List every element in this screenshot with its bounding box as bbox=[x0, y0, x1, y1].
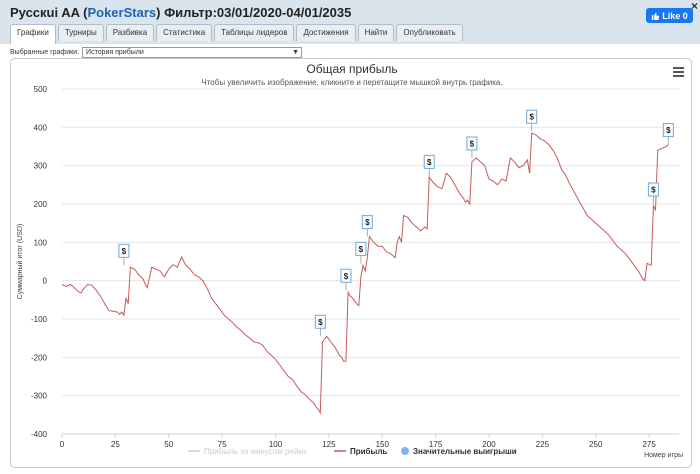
tab-breakdown[interactable]: Разбивка bbox=[105, 24, 155, 41]
significant-win-flag bbox=[361, 215, 373, 230]
flag-label: $ bbox=[666, 126, 671, 135]
chart-menu-icon[interactable] bbox=[673, 67, 684, 77]
significant-win-flag bbox=[355, 241, 367, 256]
chart-container[interactable]: Общая прибыль Чтобы увеличить изображени… bbox=[10, 58, 692, 468]
flag-label: $ bbox=[359, 245, 364, 254]
significant-win-flag bbox=[466, 136, 478, 151]
flag-label: $ bbox=[318, 318, 323, 327]
graph-selector-row: Выбранные графики: История прибыли ▼ bbox=[10, 46, 303, 58]
x-axis-title: Номер игры bbox=[644, 452, 683, 459]
tab-leaderboards[interactable]: Таблицы лидеров bbox=[214, 24, 295, 41]
y-tick-label: -300 bbox=[31, 392, 48, 401]
x-tick-label: 75 bbox=[218, 440, 227, 449]
flag-label: $ bbox=[529, 113, 534, 122]
x-tick-label: 200 bbox=[482, 440, 496, 449]
x-tick-label: 225 bbox=[536, 440, 550, 449]
x-tick-label: 150 bbox=[376, 440, 390, 449]
tab-graphs[interactable]: Графики bbox=[10, 24, 56, 44]
legend-significant-wins: Значительные выигрыши bbox=[413, 447, 517, 456]
y-tick-label: 300 bbox=[34, 162, 48, 171]
x-tick-label: 175 bbox=[429, 440, 443, 449]
legend-profit: Прибыль bbox=[350, 447, 387, 456]
flag-label: $ bbox=[470, 140, 475, 149]
thumbs-up-icon bbox=[652, 12, 660, 20]
significant-win-flag bbox=[526, 109, 538, 124]
tab-publish[interactable]: Опубликовать bbox=[396, 24, 463, 41]
facebook-like-button[interactable]: Like 0 bbox=[646, 8, 693, 23]
profit-chart[interactable]: -400 -300 -200 -100 0 100 200 300 400 500 0 25 50 75 1… bbox=[11, 59, 693, 469]
x-tick-label: 0 bbox=[60, 440, 65, 449]
y-tick-label: 100 bbox=[34, 238, 48, 247]
tab-bar: Графики Турниры Разбивка Статистика Табл… bbox=[10, 24, 463, 44]
y-axis-title: Суммарный итог (USD) bbox=[16, 224, 24, 300]
tab-achievements[interactable]: Достижения bbox=[296, 24, 356, 41]
chevron-down-icon: ▼ bbox=[292, 48, 300, 56]
close-icon[interactable]: × bbox=[690, 0, 698, 13]
x-tick-label: 50 bbox=[164, 440, 173, 449]
y-tick-label: 500 bbox=[34, 85, 48, 94]
x-tick-label: 100 bbox=[269, 440, 283, 449]
flag-label: $ bbox=[122, 247, 127, 256]
graph-selector-label: Выбранные графики: bbox=[10, 48, 80, 56]
graph-select[interactable]: История прибыли ▼ bbox=[82, 46, 303, 58]
legend-wins-marker bbox=[401, 447, 409, 455]
x-tick-label: 125 bbox=[322, 440, 336, 449]
tab-find[interactable]: Найти bbox=[357, 24, 395, 41]
x-tick-label: 25 bbox=[111, 440, 120, 449]
flag-label: $ bbox=[427, 158, 432, 167]
tab-statistics[interactable]: Статистика bbox=[156, 24, 213, 41]
y-tick-label: 200 bbox=[34, 200, 48, 209]
y-tick-label: -400 bbox=[31, 430, 48, 439]
significant-win-flag bbox=[314, 314, 326, 329]
y-tick-label: -100 bbox=[31, 315, 48, 324]
x-tick-label: 250 bbox=[589, 440, 603, 449]
y-tick-label: 400 bbox=[34, 123, 48, 132]
flag-label: $ bbox=[651, 186, 656, 195]
significant-win-flag bbox=[662, 123, 674, 138]
x-tick-label: 275 bbox=[642, 440, 656, 449]
flag-label: $ bbox=[365, 218, 370, 227]
chart-title: Общая прибыль bbox=[306, 62, 398, 76]
significant-win-flag bbox=[118, 243, 130, 258]
flag-label: $ bbox=[344, 272, 349, 281]
significant-win-flag bbox=[423, 154, 435, 169]
page-title: Русскui AA (PokerStars) Фильтр:03/01/202… bbox=[10, 5, 352, 20]
chart-subtitle: Чтобы увеличить изображение, кликните и … bbox=[201, 78, 503, 87]
significant-win-flag bbox=[647, 182, 659, 197]
y-tick-label: 0 bbox=[43, 277, 48, 286]
significant-win-flag bbox=[340, 268, 352, 283]
profit-series-line bbox=[61, 132, 669, 415]
legend-net-profit: Прибыль за минусом рейка bbox=[204, 447, 307, 456]
site-link[interactable]: PokerStars bbox=[87, 5, 157, 20]
y-tick-label: -200 bbox=[31, 353, 48, 362]
tab-tournaments[interactable]: Турниры bbox=[57, 24, 104, 41]
like-label: Like 0 bbox=[662, 10, 688, 21]
graph-select-value: История прибыли bbox=[86, 48, 144, 56]
